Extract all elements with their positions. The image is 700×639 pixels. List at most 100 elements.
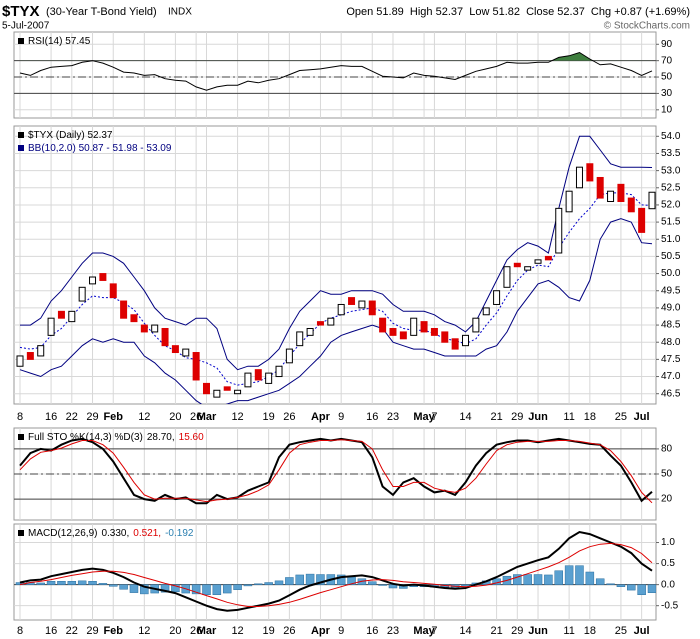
y-tick-label: 51.5 — [661, 217, 681, 228]
date: 5-Jul-2007 — [2, 21, 50, 32]
x-tick-label: 25 — [615, 411, 627, 423]
series-line — [19, 542, 653, 607]
candle — [565, 190, 573, 213]
candle — [627, 197, 635, 213]
y-tick-label: 48.5 — [661, 320, 681, 331]
candle — [265, 372, 273, 384]
histogram-bar — [98, 583, 108, 585]
y-tick-label: 50 — [661, 72, 673, 83]
candle — [524, 266, 532, 271]
x-tick-label: Jul — [634, 625, 650, 637]
plot-area — [19, 437, 653, 505]
legend-text: $TYX (Daily) 52.37 — [28, 130, 113, 141]
histogram-bar — [305, 573, 315, 585]
candle — [275, 365, 283, 378]
x-tick-label: 8 — [17, 411, 23, 423]
candle — [555, 207, 563, 254]
y-tick-label: 54.0 — [661, 131, 681, 142]
candle — [337, 303, 345, 316]
histogram-bar — [171, 584, 180, 593]
y-tick-label: 50.0 — [661, 268, 681, 279]
x-tick-label: Apr — [311, 411, 331, 423]
x-tick-label: 18 — [584, 625, 596, 637]
candle — [99, 273, 107, 281]
histogram-bar — [212, 584, 222, 595]
histogram-bar — [222, 584, 232, 594]
plot-area — [19, 51, 653, 91]
histogram-bar — [108, 584, 118, 587]
candle — [140, 324, 148, 333]
x-tick-label: 12 — [231, 625, 243, 637]
histogram-bar — [77, 580, 87, 585]
y-tick-label: 80 — [661, 444, 673, 455]
histogram-bar — [36, 582, 45, 585]
candle — [379, 317, 387, 333]
candle — [254, 369, 262, 381]
x-tick-label: Jul — [634, 411, 650, 423]
x-tick-label: Jun — [528, 625, 548, 637]
candle — [451, 338, 459, 350]
security-name: (30-Year T-Bond Yield) — [46, 6, 157, 18]
histogram-bar — [129, 584, 139, 593]
x-tick-label: 26 — [283, 411, 295, 423]
candle — [399, 331, 407, 340]
histogram-bar — [378, 584, 387, 586]
symbol: $TYX — [2, 3, 40, 20]
histogram-bar — [647, 584, 656, 593]
x-tick-label: 22 — [66, 411, 78, 423]
x-tick-label: 9 — [338, 625, 344, 637]
histogram-bar — [46, 581, 56, 585]
candle — [482, 307, 490, 316]
y-tick-label: 49.0 — [661, 303, 681, 314]
candle — [89, 276, 97, 285]
legend-text: -0.192 — [165, 528, 194, 539]
x-tick-label: Jun — [528, 411, 548, 423]
series-line — [19, 51, 653, 91]
y-tick-label: 90 — [661, 39, 673, 50]
x-tick-label: Apr — [311, 625, 331, 637]
candle — [596, 176, 604, 199]
candle — [37, 345, 45, 357]
quote: Open 51.89 High 52.37 Low 51.82 Close 52… — [346, 6, 690, 18]
legend-text: 28.70, — [147, 432, 175, 443]
candle — [420, 321, 428, 333]
x-tick-label: 20 — [169, 411, 181, 423]
y-tick-label: 10 — [661, 104, 673, 115]
x-tick-label: 11 — [563, 411, 574, 423]
legend-swatch — [18, 530, 24, 536]
candle — [109, 283, 117, 299]
candle — [513, 262, 521, 268]
legend-text: MACD(12,26,9) — [28, 528, 97, 539]
candle — [327, 317, 335, 326]
histogram-bar — [243, 584, 253, 587]
candle — [472, 317, 480, 333]
candle — [638, 207, 646, 233]
plot-area — [16, 135, 656, 404]
x-tick-label: 29 — [511, 411, 523, 423]
x-tick-label: 18 — [584, 411, 596, 423]
x-tick-label: 22 — [66, 625, 78, 637]
legend-text: RSI(14) 57.45 — [28, 36, 91, 47]
candle — [493, 290, 501, 305]
histogram-bar — [336, 574, 346, 585]
legend-entry: $TYX (Daily) 52.37 — [28, 130, 113, 141]
y-tick-label: 47.0 — [661, 371, 681, 382]
x-tick-label: 21 — [490, 625, 502, 637]
y-tick-label: 70 — [661, 55, 673, 66]
candle — [368, 300, 376, 316]
x-tick-label: 23 — [387, 411, 399, 423]
x-tick-label: 12 — [231, 411, 243, 423]
candle — [607, 190, 615, 203]
histogram-bar — [119, 584, 128, 590]
series-line — [19, 218, 653, 404]
histogram-bar — [316, 574, 325, 585]
candle — [306, 327, 314, 336]
histogram-bar — [264, 582, 273, 585]
legend-text: 15.60 — [179, 432, 204, 443]
candle — [648, 191, 656, 210]
candle — [441, 331, 449, 343]
x-tick-label: 14 — [459, 625, 471, 637]
legend-text: BB(10,2.0) 50.87 - 51.98 - 53.09 — [28, 143, 172, 154]
histogram-bar — [295, 574, 304, 585]
